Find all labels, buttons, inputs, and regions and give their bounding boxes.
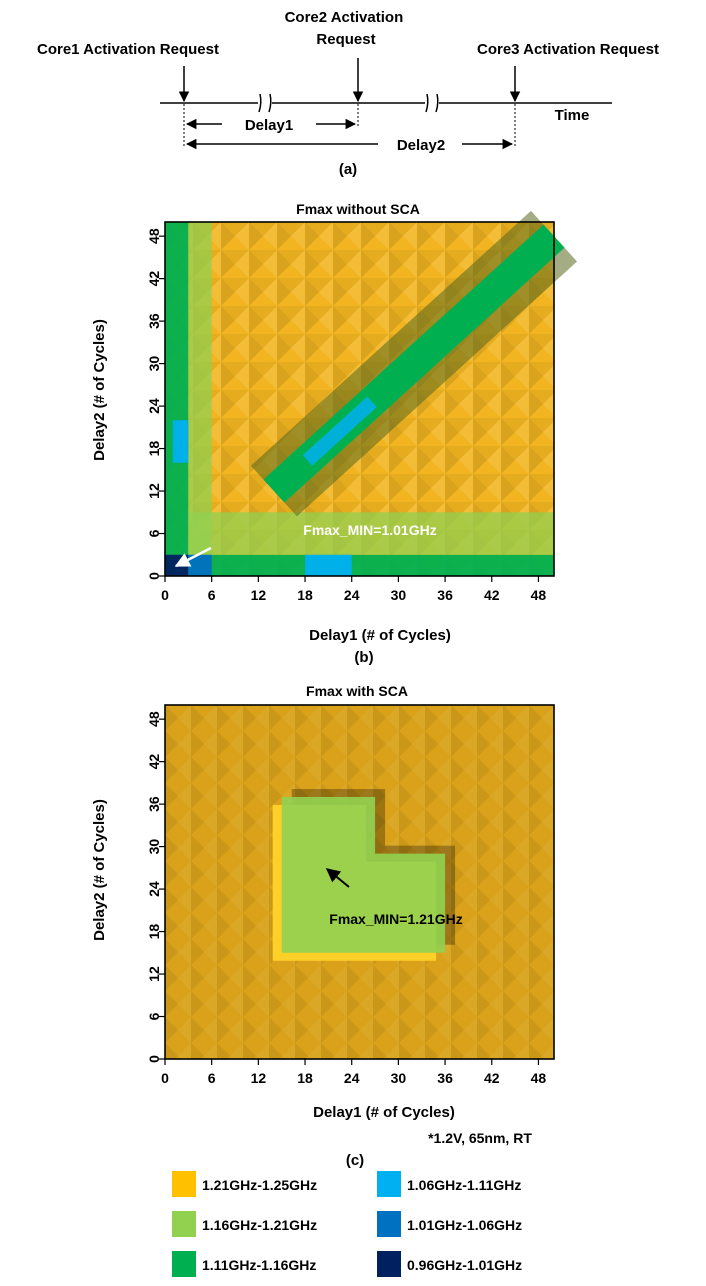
legend-label-1: 1.06GHz-1.11GHz xyxy=(407,1177,521,1193)
x-tick-label-6: 36 xyxy=(437,1070,453,1086)
x-tick-label-3: 18 xyxy=(297,587,313,603)
legend-label-0: 1.21GHz-1.25GHz xyxy=(202,1177,317,1193)
region-0 xyxy=(281,797,446,953)
legend-label-3: 1.01GHz-1.06GHz xyxy=(407,1217,522,1233)
x-tick-label-6: 36 xyxy=(437,587,453,603)
y-tick-label-6: 36 xyxy=(146,796,162,812)
delay1-label: Delay1 xyxy=(245,117,293,134)
heatmap-b-title: Fmax without SCA xyxy=(296,201,420,217)
time-label: Time xyxy=(555,107,590,124)
delay2-span: Delay2 xyxy=(185,137,514,154)
caption-a: (a) xyxy=(339,161,357,178)
axis-break-2 xyxy=(425,93,439,113)
y-tick-label-6: 36 xyxy=(146,313,162,329)
region-2 xyxy=(188,512,554,555)
x-tick-label-0: 0 xyxy=(161,1070,169,1086)
region-0 xyxy=(165,554,554,576)
heatmap-c: Fmax with SCA Fmax_MIN=1.21GHz 0 6 12 18 24 3… xyxy=(91,683,555,1169)
heatmap-b-axes: 0 6 12 18 24 30 36 42 48 0 6 12 18 24 30 36 42 48 xyxy=(146,228,546,603)
region-7 xyxy=(188,554,212,576)
y-tick-label-0: 0 xyxy=(146,1055,162,1063)
core2-request-line-2: Request xyxy=(316,31,375,48)
x-tick-label-4: 24 xyxy=(344,587,360,603)
y-tick-label-2: 12 xyxy=(146,966,162,982)
core2-request-label: Core2 Activation Request xyxy=(285,9,408,48)
heatmap-c-axes: 0 6 12 18 24 30 36 42 48 0 6 12 18 24 30 36 42 48 xyxy=(146,711,546,1086)
heatmap-c-annotation-arrow xyxy=(325,868,350,888)
x-tick-label-5: 30 xyxy=(391,587,407,603)
core2-request-line-1: Core2 Activation xyxy=(285,9,404,26)
legend-swatch-1 xyxy=(377,1171,401,1197)
heatmap-b-plot xyxy=(164,210,578,577)
heatmap-b-annotation-arrow xyxy=(174,546,212,568)
legend-label-2: 1.16GHz-1.21GHz xyxy=(202,1217,317,1233)
heatmap-b-ylabel: Delay2 (# of Cycles) xyxy=(91,319,108,461)
y-tick-label-3: 18 xyxy=(146,924,162,940)
y-tick-label-8: 48 xyxy=(146,711,162,727)
heatmap-c-annotation: Fmax_MIN=1.21GHz xyxy=(329,911,462,927)
heatmap-c-regions xyxy=(272,789,456,961)
legend-swatch-3 xyxy=(377,1211,401,1237)
y-tick-label-1: 6 xyxy=(146,529,162,537)
legend-label-4: 1.11GHz-1.16GHz xyxy=(202,1257,316,1273)
delay2-label: Delay2 xyxy=(397,137,445,154)
heatmap-c-title: Fmax with SCA xyxy=(306,683,408,699)
x-tick-label-2: 12 xyxy=(251,1070,267,1086)
heatmap-b: Fmax without SCA Fmax_MIN=1.01GHz 0 6 12 18… xyxy=(91,201,578,666)
heatmap-b-regions xyxy=(165,222,554,576)
y-tick-label-8: 48 xyxy=(146,228,162,244)
diagonal-band-highlight xyxy=(302,396,377,466)
legend-swatch-2 xyxy=(172,1211,196,1237)
core3-request-label: Core3 Activation Request xyxy=(477,41,659,58)
y-tick-label-5: 30 xyxy=(146,839,162,855)
x-tick-label-7: 42 xyxy=(484,587,500,603)
x-tick-label-3: 18 xyxy=(297,1070,313,1086)
region-5 xyxy=(305,554,352,576)
y-tick-label-1: 6 xyxy=(146,1012,162,1020)
y-tick-label-3: 18 xyxy=(146,441,162,457)
x-tick-label-1: 6 xyxy=(208,587,216,603)
legend-swatch-4 xyxy=(172,1251,196,1277)
x-tick-label-0: 0 xyxy=(161,587,169,603)
heatmap-b-xlabel: Delay1 (# of Cycles) xyxy=(309,627,451,644)
y-tick-label-4: 24 xyxy=(146,398,162,414)
region-1 xyxy=(165,222,189,576)
x-tick-label-2: 12 xyxy=(251,587,267,603)
x-tick-label-1: 6 xyxy=(208,1070,216,1086)
y-tick-label-7: 42 xyxy=(146,271,162,287)
region-3 xyxy=(188,222,212,555)
legend-swatch-0 xyxy=(172,1171,196,1197)
footnote: *1.2V, 65nm, RT xyxy=(428,1130,532,1146)
delay1-span: Delay1 xyxy=(185,117,357,134)
y-tick-label-2: 12 xyxy=(146,483,162,499)
x-tick-label-4: 24 xyxy=(344,1070,360,1086)
y-tick-label-0: 0 xyxy=(146,572,162,580)
core3-request-line: Core3 Activation Request xyxy=(477,41,659,58)
y-tick-label-4: 24 xyxy=(146,881,162,897)
x-tick-label-7: 42 xyxy=(484,1070,500,1086)
caption-c: (c) xyxy=(346,1152,364,1169)
heatmap-b-diagonal-band xyxy=(250,210,578,517)
heatmap-c-plot xyxy=(164,704,555,1060)
y-tick-label-5: 30 xyxy=(146,356,162,372)
region-4 xyxy=(172,420,189,463)
core1-request-label: Core1 Activation Request xyxy=(37,41,219,58)
legend-swatch-5 xyxy=(377,1251,401,1277)
legend: 1.21GHz-1.25GHz 1.06GHz-1.11GHz 1.16GHz-1.… xyxy=(172,1171,522,1277)
x-tick-label-8: 48 xyxy=(531,1070,547,1086)
heatmap-b-annotation: Fmax_MIN=1.01GHz xyxy=(303,522,436,538)
x-tick-label-5: 30 xyxy=(391,1070,407,1086)
caption-b: (b) xyxy=(354,649,373,666)
axis-break-1 xyxy=(258,93,272,113)
timeline-diagram: Core1 Activation Request Core2 Activatio… xyxy=(37,9,659,178)
core1-request-line: Core1 Activation Request xyxy=(37,41,219,58)
legend-label-5: 0.96GHz-1.01GHz xyxy=(407,1257,522,1273)
x-tick-label-8: 48 xyxy=(531,587,547,603)
y-tick-label-7: 42 xyxy=(146,754,162,770)
heatmap-c-xlabel: Delay1 (# of Cycles) xyxy=(313,1104,455,1121)
heatmap-c-ylabel: Delay2 (# of Cycles) xyxy=(91,799,108,941)
